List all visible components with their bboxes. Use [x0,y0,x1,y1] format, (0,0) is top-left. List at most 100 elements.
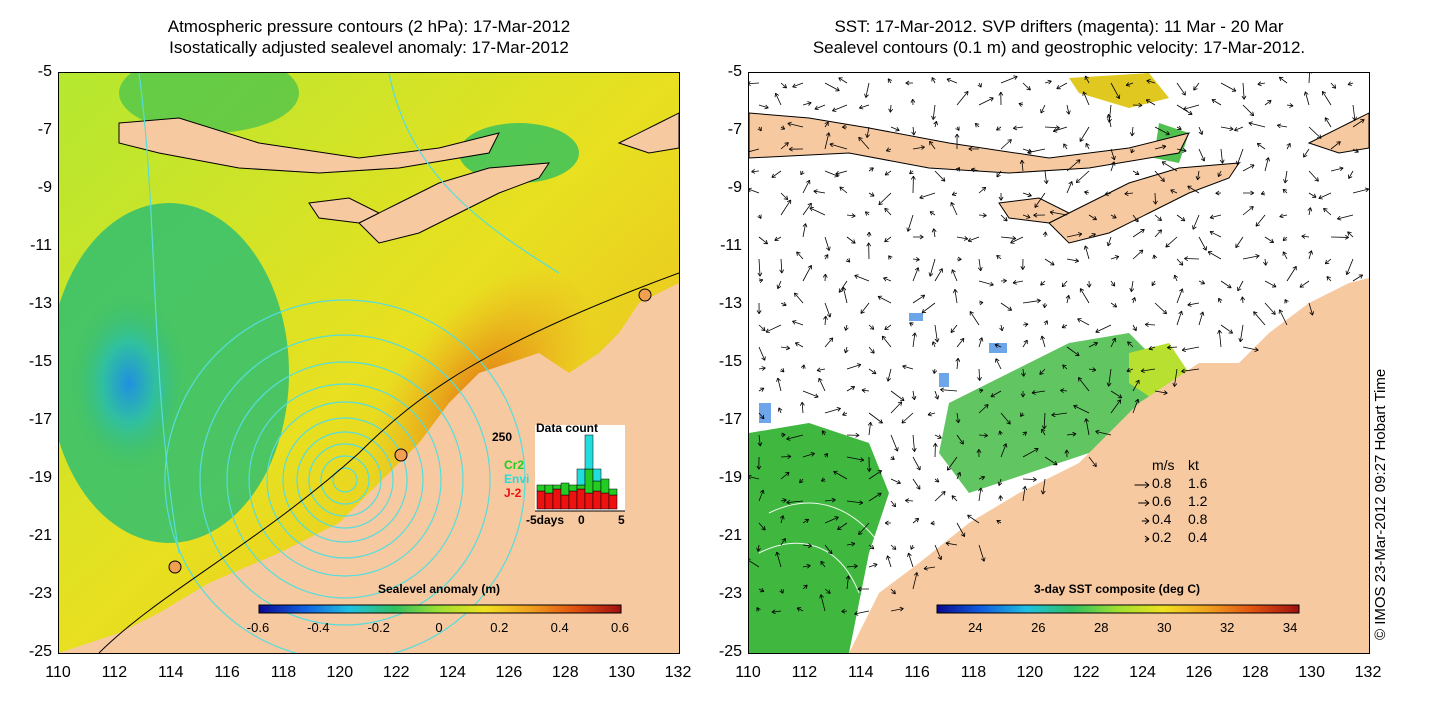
velocity-arrowhead [775,92,780,96]
velocity-arrowhead [940,555,943,560]
velocity-arrowhead [986,404,989,409]
velocity-arrowhead [982,212,987,216]
velocity-arrowhead [781,538,786,541]
velocity-arrow [1132,249,1144,260]
velocity-arrowhead [1268,157,1270,162]
velocity-arrow [1308,207,1311,216]
sealevel-anomaly-map[interactable] [58,72,680,654]
velocity-arrowhead [1020,393,1024,398]
velocity-arrow [1176,258,1184,266]
velocity-arrowhead [1135,379,1140,383]
velocity-arrowhead [1077,351,1080,356]
velocity-arrowhead [774,236,778,241]
velocity-arrow [1264,236,1274,243]
velocity-arrowhead [1201,130,1204,135]
velocity-arrowhead [999,430,1003,434]
velocity-arrowhead [820,560,825,564]
velocity-arrow [1040,104,1046,114]
velocity-arrowhead [1134,398,1139,402]
velocity-arrow [910,544,914,550]
velocity-arrowhead [808,543,812,547]
colorbar-tick-label: 26 [1031,620,1046,635]
right-map-title: SST: 17-Mar-2012. SVP drifters (magenta)… [748,16,1370,58]
velocity-arrow [1352,274,1363,282]
velocity-arrowhead [902,364,907,367]
velocity-arrow [1130,280,1134,292]
velocity-arrowhead [1189,110,1193,115]
velocity-arrow [931,77,936,84]
velocity-arrow [1165,236,1178,248]
velocity-arrow [1154,126,1170,135]
velocity-arrow [1085,143,1090,150]
velocity-arrowhead [994,344,998,348]
velocity-arrowhead [814,396,819,399]
velocity-arrowhead [800,364,805,368]
velocity-arrowhead [906,227,909,232]
velocity-arrowhead [866,134,870,138]
velocity-arrowhead [1125,82,1130,86]
velocity-arrowhead [1230,329,1233,334]
velocity-arrowhead [764,526,766,531]
velocity-arrowhead [777,407,780,412]
velocity-arrow [824,121,829,128]
tide-gauge-marker [394,448,408,462]
velocity-arrow [1031,390,1046,394]
velocity-arrow [908,552,914,568]
velocity-arrow [890,126,900,131]
velocity-arrowhead [1345,237,1349,240]
velocity-arrow [1084,75,1090,84]
shelf-break-contour [98,272,679,653]
velocity-arrowhead [858,530,860,535]
velocity-arrowhead [860,457,865,461]
velocity-arrowhead [950,330,955,333]
velocity-arrowhead [1024,431,1027,436]
velocity-arrow [1176,126,1182,130]
velocity-arrow [1022,214,1031,219]
velocity-arrowhead [1172,382,1175,387]
velocity-arrowhead [1136,170,1140,175]
velocity-arrowhead [1170,189,1174,194]
velocity-arrow [758,522,766,531]
velocity-arrow [1110,82,1120,99]
velocity-arrow [824,236,830,251]
velocity-arrow [890,478,901,484]
sst-map[interactable] [748,72,1370,654]
velocity-arrowhead [1012,235,1017,239]
velocity-arrowhead [1006,422,1011,425]
velocity-arrowhead [1364,187,1369,190]
velocity-arrow [824,516,839,524]
velocity-arrow [978,476,985,480]
right-title-line1: SST: 17-Mar-2012. SVP drifters (magenta)… [834,17,1284,36]
velocity-arrowhead [902,396,905,401]
velocity-arrowhead [785,471,790,474]
velocity-arrowhead [1131,132,1135,137]
velocity-arrowhead [873,369,877,374]
velocity-arrow [1132,297,1136,304]
velocity-arrowhead [1229,284,1232,289]
velocity-arrow [868,544,875,550]
velocity-arrowhead [1018,103,1022,107]
velocity-arrowhead [880,419,883,424]
velocity-arrowhead [805,584,808,590]
velocity-arrow [1218,330,1222,348]
velocity-arrowhead [995,358,1000,362]
velocity-arrow [794,292,804,304]
velocity-arrow [1127,341,1134,348]
land-timor [358,162,550,244]
y-tick-label: -11 [30,237,52,254]
velocity-arrowhead [1124,193,1129,196]
velocity-arrow [1044,126,1060,129]
x-tick-label: 118 [960,664,987,681]
velocity-arrowhead [882,335,887,338]
velocity-arrowhead [974,123,977,128]
velocity-arrow [1279,76,1288,84]
x-tick-label: 116 [214,664,240,681]
velocity-arrowhead [794,342,798,347]
velocity-arrow [1286,104,1294,107]
velocity-arrowhead [968,148,973,152]
velocity-arrowhead [1257,83,1262,87]
velocity-arrowhead [1178,310,1182,314]
velocity-arrowhead [894,545,897,550]
velocity-arrow [1154,302,1167,315]
velocity-arrow [996,126,1002,131]
